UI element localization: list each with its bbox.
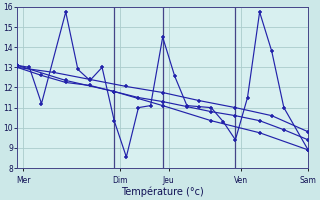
- X-axis label: Température (°c): Température (°c): [121, 186, 204, 197]
